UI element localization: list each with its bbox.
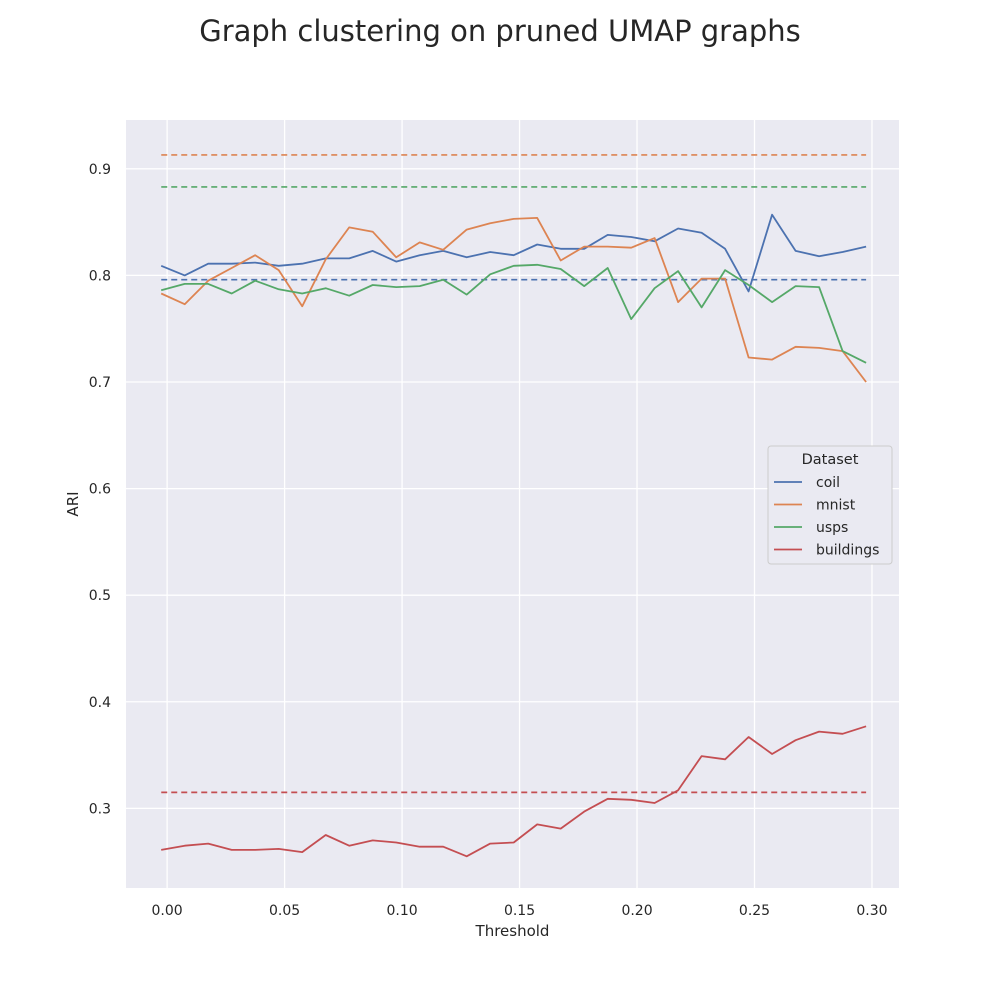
series-line-mnist [160,216,867,383]
legend-label-coil: coil [816,475,840,491]
y-tick-label: 0.7 [89,375,111,391]
series-line-coil [160,213,867,293]
y-axis-label: ARI [64,491,82,516]
y-tick-label: 0.9 [89,162,111,178]
y-tick-label: 0.3 [89,801,111,817]
legend-box [767,445,893,565]
legend-title: Dataset [802,452,859,468]
legend-label-mnist: mnist [816,498,856,514]
series-line-usps [160,263,867,364]
x-tick-label: 0.05 [269,903,300,919]
y-tick-label: 0.4 [89,695,111,711]
legend-label-buildings: buildings [816,543,879,559]
x-axis-label: Threshold [475,922,550,940]
x-tick-label: 0.30 [856,903,887,919]
y-tick-label: 0.6 [89,482,111,498]
y-tick-label: 0.8 [89,268,111,284]
x-tick-label: 0.25 [739,903,770,919]
legend: Dataset coil mnist usps buildings [767,445,893,565]
x-tick-label: 0.15 [504,903,535,919]
y-tick-label: 0.5 [89,588,111,604]
legend-label-usps: usps [816,520,848,536]
series-line-buildings [161,725,867,858]
x-tick-label: 0.00 [152,903,183,919]
x-tick-label: 0.20 [621,903,652,919]
chart-title: Graph clustering on pruned UMAP graphs [199,14,801,48]
x-tick-label: 0.10 [386,903,417,919]
